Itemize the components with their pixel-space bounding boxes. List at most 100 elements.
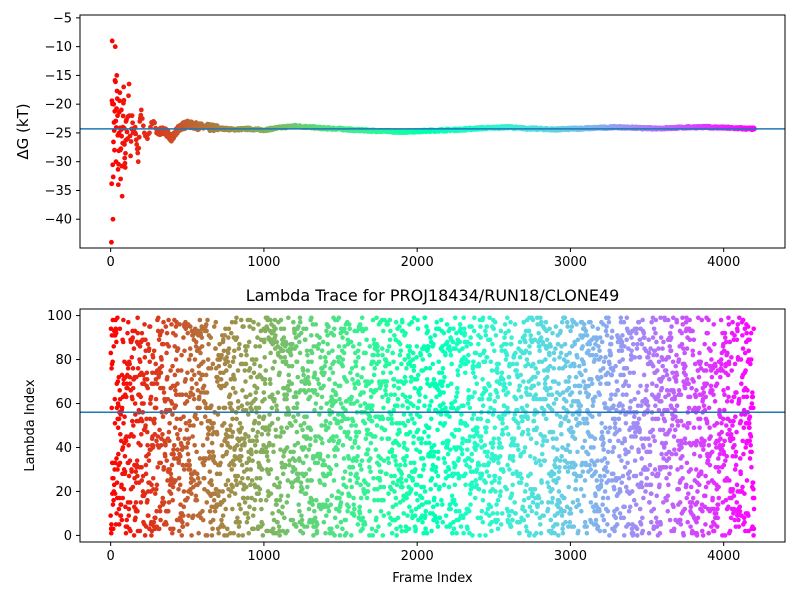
lambda-point [211,324,217,329]
lambda-point [294,405,300,411]
lambda-point [541,513,547,518]
delta-g-y-ticks: −5−10−15−20−25−30−35−40 [45,11,80,228]
lambda-point [488,504,494,510]
delta-g-point [135,150,141,156]
lambda-point [219,352,224,358]
lambda-point [495,370,500,376]
lambda-point [478,434,484,439]
lambda-point [483,333,489,338]
lambda-point [220,337,226,343]
lambda-point [253,357,259,362]
lambda-point [145,442,150,448]
lambda-point [172,372,178,378]
lambda-point [267,377,273,382]
lambda-point [461,326,467,332]
lambda-point [348,339,354,345]
lambda-point [157,427,162,433]
lambda-point [198,377,203,382]
lambda-point [290,517,296,523]
lambda-point [152,416,157,422]
lambda-point [201,475,207,481]
lambda-point [533,374,538,380]
lambda-point [445,339,450,345]
lambda-point [437,515,443,521]
lambda-point [486,473,492,479]
lambda-point [429,399,434,404]
y-tick-label: −10 [45,40,72,55]
lambda-point [429,475,435,481]
lambda-point [154,482,160,488]
lambda-point [151,348,157,354]
lambda-point [128,528,133,534]
lambda-point [111,344,117,349]
lambda-point [196,530,201,536]
lambda-point [253,449,259,455]
lambda-point [573,486,579,492]
lambda-point [230,429,236,435]
lambda-point [318,436,324,441]
lambda-point [431,377,437,382]
y-tick-label: −40 [45,213,72,228]
lambda-point [189,533,194,538]
lambda-point [122,453,128,459]
lambda-point [559,319,565,325]
lambda-point [275,390,281,395]
lambda-point [376,359,382,365]
lambda-point [250,427,256,433]
lambda-point [498,522,504,527]
lambda-point [284,500,290,505]
lambda-point [402,458,407,463]
lambda-point [142,355,148,360]
lambda-point [143,423,148,428]
lambda-point [110,359,115,365]
lambda-point [413,526,418,532]
x-tick-label: 4000 [707,255,740,270]
lambda-point [199,335,205,340]
delta-g-point [113,118,119,124]
lambda-point [336,438,342,444]
lambda-point [310,502,315,507]
lambda-point [297,315,303,321]
lambda-point [599,339,605,345]
lambda-point [233,390,238,395]
lambda-point [355,453,360,459]
lambda-point [227,392,233,398]
lambda-point [134,458,140,463]
lambda-point [270,442,276,448]
lambda-point [351,502,357,507]
lambda-point [386,491,391,496]
lambda-point [216,530,222,536]
lambda-point [331,478,337,483]
lambda-point [270,366,276,371]
lambda-point [264,453,270,459]
lambda-point [473,447,478,452]
lambda-point [425,344,431,349]
lambda-point [457,322,463,327]
lambda-point [340,363,345,369]
lambda-point [308,333,314,338]
lambda-point [400,319,405,325]
lambda-point [441,390,446,395]
lambda-point [360,526,365,532]
lambda-point [557,458,563,463]
lambda-point [483,429,489,435]
lambda-point [216,493,221,499]
lambda-point [243,484,249,490]
lambda-point [170,363,175,369]
lambda-point [277,533,282,538]
lambda-point [371,337,377,343]
lambda-point [359,315,365,321]
delta-g-point [147,130,152,136]
lambda-point [551,401,557,406]
lambda-point [347,493,352,499]
delta-g-point [118,146,124,152]
lambda-point [403,379,408,384]
lambda-point [439,497,444,503]
lambda-point [372,366,378,371]
delta-g-point [135,159,141,165]
lambda-point [538,335,544,340]
lambda-point [384,471,389,477]
lambda-point [467,464,473,470]
lambda-point [150,445,156,450]
lambda-point [512,322,518,327]
